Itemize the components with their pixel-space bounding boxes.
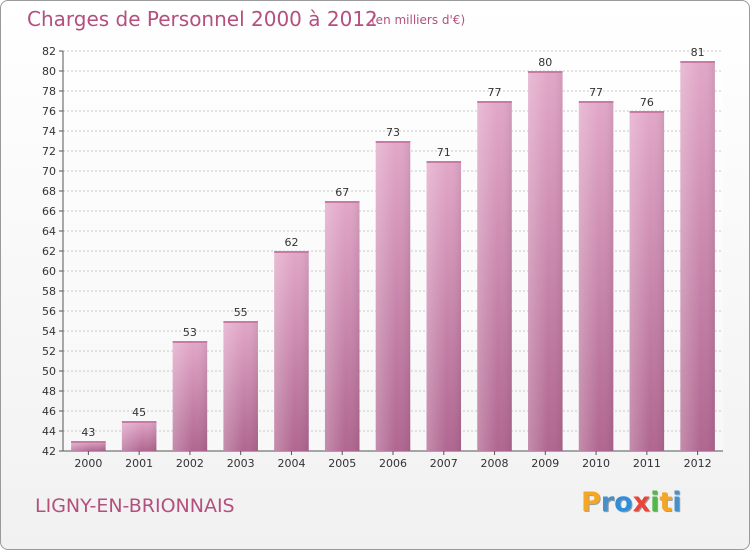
data-label: 45: [132, 406, 146, 419]
x-tick-label: 2010: [582, 457, 610, 470]
data-label: 77: [488, 86, 502, 99]
x-tick-label: 2011: [633, 457, 661, 470]
bar-shading: [324, 201, 360, 451]
bar-layer: [71, 61, 715, 451]
bar-top-edge: [629, 111, 665, 113]
y-tick-label: 44: [42, 425, 56, 438]
y-tick-label: 72: [42, 145, 56, 158]
data-label: 81: [691, 46, 705, 59]
y-tick-label: 68: [42, 185, 56, 198]
x-tick-label: 2001: [125, 457, 153, 470]
bar-top-edge: [223, 321, 258, 323]
bar-top-edge: [172, 341, 208, 343]
y-tick-label: 66: [42, 205, 56, 218]
bar-shading: [680, 61, 715, 451]
y-tick-label: 60: [42, 265, 56, 278]
y-tick-label: 64: [42, 225, 56, 238]
x-tick-label: 2000: [74, 457, 102, 470]
bar-top-edge: [477, 101, 512, 103]
y-tick-label: 56: [42, 305, 56, 318]
bar-shading: [121, 421, 157, 451]
x-tick-label: 2009: [531, 457, 559, 470]
y-tick-label: 70: [42, 165, 56, 178]
y-tick-label: 50: [42, 365, 56, 378]
bar-top-edge: [121, 421, 157, 423]
x-tick-label: 2008: [481, 457, 509, 470]
x-tick-label: 2007: [430, 457, 458, 470]
place-name: LIGNY-EN-BRIONNAIS: [35, 495, 235, 517]
bar-top-edge: [324, 201, 360, 203]
bar-top-edge: [426, 161, 462, 163]
y-tick-label: 48: [42, 385, 56, 398]
data-label: 77: [589, 86, 603, 99]
y-tick-label: 42: [42, 445, 56, 458]
y-tick-label: 46: [42, 405, 56, 418]
y-tick-label: 52: [42, 345, 56, 358]
data-label: 43: [81, 426, 95, 439]
bar-top-edge: [528, 71, 563, 73]
y-tick-label: 62: [42, 245, 56, 258]
x-tick-label: 2003: [227, 457, 255, 470]
y-tick-label: 80: [42, 65, 56, 78]
x-tick-label: 2012: [684, 457, 712, 470]
bar-shading: [477, 101, 512, 451]
data-label: 80: [538, 56, 552, 69]
data-label: 76: [640, 96, 654, 109]
proxiti-logo: Proxiti: [581, 487, 682, 518]
bar-shading: [528, 71, 563, 451]
bar-shading: [375, 141, 411, 451]
data-label: 67: [335, 186, 349, 199]
bar-shading: [426, 161, 462, 451]
y-tick-label: 76: [42, 105, 56, 118]
data-label: 62: [284, 236, 298, 249]
bar-shading: [172, 341, 208, 451]
label-layer: 43 45 53 55 62 67 73 71 77 80 77 76 81: [81, 46, 704, 439]
bar-shading: [578, 101, 614, 451]
data-label: 55: [234, 306, 248, 319]
x-tick-label: 2002: [176, 457, 204, 470]
bar-shading: [629, 111, 665, 451]
y-tick-label: 58: [42, 285, 56, 298]
y-tick-label: 54: [42, 325, 56, 338]
x-tick-label: 2004: [277, 457, 305, 470]
y-tick-label: 78: [42, 85, 56, 98]
bar-top-edge: [680, 61, 715, 63]
bar-shading: [223, 321, 258, 451]
y-tick-label: 74: [42, 125, 56, 138]
bar-top-edge: [71, 441, 106, 443]
data-label: 53: [183, 326, 197, 339]
bar-top-edge: [578, 101, 614, 103]
data-label: 71: [437, 146, 451, 159]
x-tick-label: 2006: [379, 457, 407, 470]
bar-shading: [274, 251, 309, 451]
bar-shading: [71, 441, 106, 451]
data-label: 73: [386, 126, 400, 139]
x-tick-label: 2005: [328, 457, 356, 470]
bar-top-edge: [375, 141, 411, 143]
chart-unit-note: (en milliers d'€): [371, 13, 466, 27]
bar-top-edge: [274, 251, 309, 253]
y-tick-label: 82: [42, 45, 56, 58]
chart-title: Charges de Personnel 2000 à 2012: [27, 7, 378, 31]
